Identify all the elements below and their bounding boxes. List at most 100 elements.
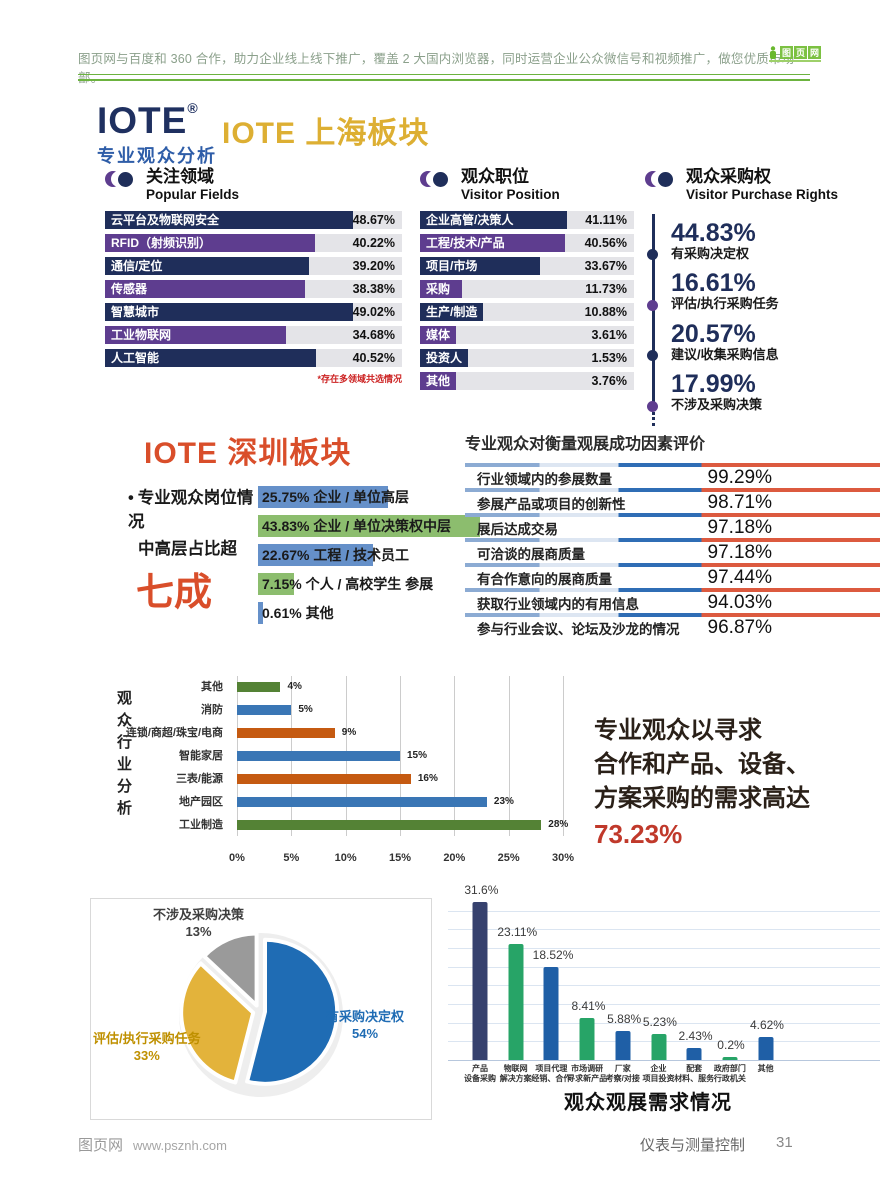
success-factor-row: 行业领域内的参展数量 99.29% (465, 467, 880, 488)
demand-note-line: 方案采购的需求高达 (594, 785, 810, 812)
demand-bar (686, 1047, 702, 1060)
x-axis-tick: 5% (283, 852, 300, 864)
gridline (508, 676, 510, 836)
bar-fill: 通信/定位 (105, 256, 310, 275)
demand-category-label: 产品 设备采购 (464, 1064, 496, 1083)
shenzhen-note-line1: 专业观众岗位情况 (128, 484, 258, 532)
success-factor-value: 94.03% (707, 591, 772, 613)
success-factor-row: 参与行业会议、论坛及沙龙的情况 96.87% (465, 617, 880, 638)
bar-fill: 智慧城市 (105, 302, 353, 321)
bar-fill: 云平台及物联网安全 (105, 210, 353, 229)
timeline-dot (647, 249, 658, 261)
demand-column: 0.2% (712, 886, 748, 1060)
industry-bar (237, 774, 411, 784)
section-bullet-icon (105, 170, 137, 188)
success-factor-label: 参展产品或项目的创新性 (477, 496, 626, 512)
separator-line (465, 613, 880, 617)
demand-bar (508, 944, 524, 1060)
bar-row: 采购 11.73% (420, 279, 634, 298)
pie-slice (202, 931, 259, 1008)
bar-value: 33.67% (584, 258, 627, 273)
industry-bar-value: 28% (548, 819, 569, 830)
industry-bar (237, 705, 292, 715)
section-bullet-icon (645, 170, 677, 188)
demand-category-label: 企业 项目投资 (642, 1064, 675, 1083)
pie-slice (179, 961, 256, 1085)
footer-journal: 仪表与测量控制 (640, 1137, 746, 1154)
bar-fill: 其他 (420, 371, 457, 390)
bar-row: 传感器 38.38% (105, 279, 402, 298)
purchase-rights-title-en: Visitor Purchase Rights (686, 186, 839, 202)
purchase-rights-item: 44.83% 有采购决定权 (647, 219, 883, 263)
industry-plot-area: 0% 5% 10% 15% 20% 25% 30% 其他 4% 消防 5% 连锁/商超/珠宝/电商 9%… (126, 676, 574, 864)
bar-row: 工程/技术/产品 40.56% (420, 233, 634, 252)
demand-chart-title: 观众观展需求情况 (564, 1092, 732, 1114)
tuyew-logo: 图 页 网 (768, 46, 821, 62)
demand-bar (472, 902, 488, 1060)
industry-bar (237, 820, 542, 830)
x-axis-tick: 0% (229, 852, 245, 864)
x-axis-tick: 10% (334, 852, 357, 864)
purchase-rights-label: 不涉及采购决策 (671, 397, 763, 413)
purchase-rights-value: 16.61% (671, 269, 756, 298)
demand-column: 23.11% (497, 886, 537, 1060)
bar-value: 40.52% (352, 350, 395, 365)
purchase-pie-chart: 不涉及采购决策 13% 有采购决定权 54% 评估/执行采购任务 33% (90, 898, 432, 1120)
demand-bar-value: 18.52% (532, 948, 574, 963)
bar-fill: 工业物联网 (105, 325, 286, 344)
industry-category-label: 消防 (201, 704, 223, 716)
success-factor-row: 可洽谈的展商质量 97.18% (465, 542, 880, 563)
industry-bar (237, 682, 281, 692)
iote-logo-text: IOTE (97, 100, 188, 141)
separator-line (465, 488, 880, 492)
purchase-rights-item: 17.99% 不涉及采购决策 (647, 371, 883, 414)
industry-bar (237, 797, 487, 807)
bar-value: 1.53% (591, 350, 627, 365)
gridline (454, 676, 456, 836)
shenzhen-bar (258, 544, 373, 566)
demand-column: 31.6% (462, 883, 499, 1060)
popular-fields-header: 关注领域 Popular Fields (105, 167, 402, 202)
demand-bar-value: 2.43% (678, 1028, 713, 1043)
purchase-rights-value: 20.57% (671, 319, 756, 348)
demand-bar-value: 0.2% (717, 1038, 745, 1052)
success-factor-value: 96.87% (707, 616, 772, 638)
gridline (448, 966, 880, 968)
demand-category-label: 厂家 考察/对接 (605, 1064, 640, 1083)
shenzhen-section-title: IOTE 深圳板块 (144, 437, 352, 470)
shenzhen-bar-row: 22.67% 工程 / 技术员工 (258, 544, 493, 566)
success-factor-label: 展后达成交易 (477, 521, 558, 537)
timeline-dot (647, 299, 658, 311)
logo-person-icon (770, 46, 776, 59)
demand-category-label: 配套 材料、服务 (674, 1064, 715, 1083)
shenzhen-note-line2: 中高层占比超 (138, 540, 237, 558)
purchase-rights-label: 评估/执行采购任务 (671, 296, 779, 312)
brand-subtitle: 专业观众分析 (97, 146, 217, 166)
pie-label-gray: 不涉及采购决策 13% (153, 907, 245, 939)
separator-line (465, 538, 880, 542)
success-factors-rows: 行业领域内的参展数量 99.29% 参展产品或项目的创新性 98.71% 展后达成交易 9… (465, 463, 880, 638)
demand-note-line: 合作和产品、设备、 (594, 751, 810, 778)
bar-fill: 采购 (420, 279, 462, 298)
bar-value: 39.20% (352, 258, 395, 273)
demand-note-line: 专业观众以寻求 (594, 717, 762, 744)
bar-fill: 人工智能 (105, 348, 317, 367)
gridline (448, 929, 880, 931)
bar-fill: 投资人 (420, 348, 469, 367)
popular-fields-title-en: Popular Fields (146, 186, 240, 202)
bar-row: 云平台及物联网安全 48.67% (105, 210, 402, 229)
bar-fill: 媒体 (420, 325, 457, 344)
gridline (448, 985, 880, 987)
shenzhen-bar (258, 486, 389, 508)
demand-note: 专业观众以寻求 合作和产品、设备、 方案采购的需求高达 73.23% (594, 714, 884, 852)
shanghai-section-title: IOTE 上海板块 (222, 117, 430, 150)
demand-category-label: 项目代理 经销、合作 (531, 1064, 572, 1083)
bar-value: 10.88% (584, 304, 627, 319)
bar-row: 智慧城市 49.02% (105, 302, 402, 321)
separator-line (465, 563, 880, 567)
shenzhen-bar-row: 25.75% 企业 / 单位高层 (258, 486, 493, 508)
footer-page-number: 31 (776, 1134, 793, 1151)
purchase-rights-title-cn: 观众采购权 (686, 167, 771, 186)
demand-bar-value: 31.6% (464, 883, 499, 897)
demand-chart: 观众观展需求情况 31.6% 产品 设备采购 23.11% 物联网 解决方案 18.52% 项… (448, 883, 880, 1126)
